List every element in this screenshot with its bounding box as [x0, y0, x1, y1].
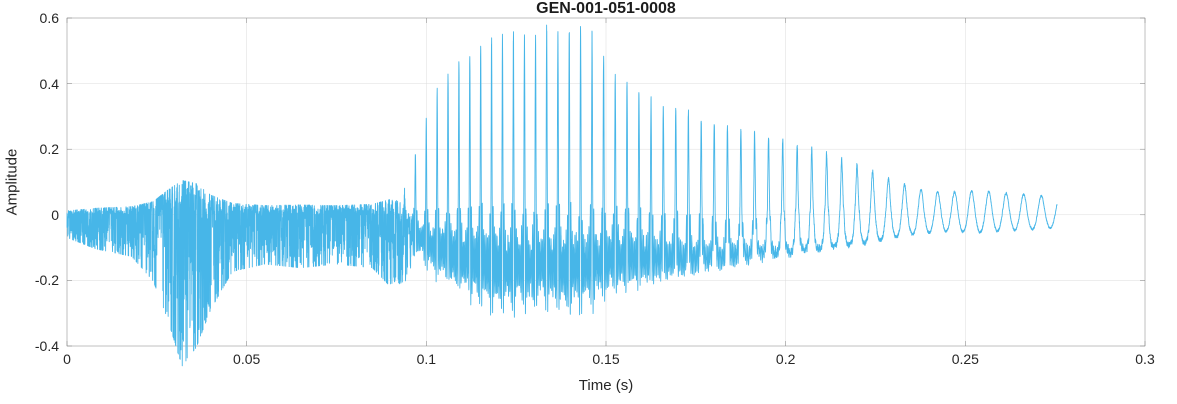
y-tick-label: 0	[51, 206, 59, 223]
x-tick-label: 0.1	[416, 351, 437, 367]
y-tick-label: 0.6	[39, 10, 59, 26]
x-tick-label: 0.25	[951, 351, 979, 367]
y-tick-label: -0.4	[34, 338, 59, 354]
x-tick-label: 0.3	[1135, 351, 1155, 367]
x-axis-label: Time (s)	[578, 377, 634, 394]
chart-title: GEN-001-051-0008	[536, 0, 676, 17]
x-tick-label: 0.2	[775, 351, 796, 367]
x-tick-label: 0	[63, 351, 71, 367]
x-tick-label: 0.15	[592, 351, 620, 367]
x-tick-label: 0.05	[233, 351, 261, 367]
y-axis-label: Amplitude	[3, 148, 21, 216]
y-tick-label: -0.2	[34, 272, 59, 289]
y-tick-label: 0.4	[39, 75, 59, 92]
y-tick-label: 0.2	[39, 141, 59, 158]
